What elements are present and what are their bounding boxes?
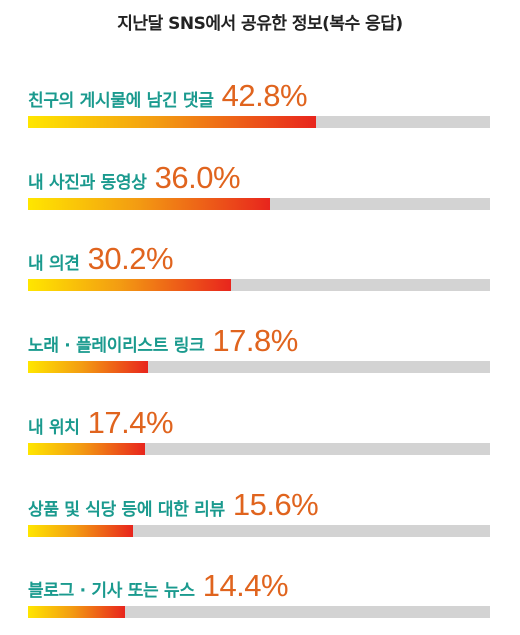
bar-row: 블로그 · 기사 또는 뉴스 14.4% bbox=[28, 558, 490, 619]
bar-row: 내 위치 17.4% bbox=[28, 395, 490, 455]
bar-fill bbox=[28, 606, 125, 619]
bar-label-line: 상품 및 식당 등에 대한 리뷰 15.6% bbox=[28, 486, 319, 523]
bar-fill bbox=[28, 197, 271, 210]
bar-track bbox=[28, 524, 490, 537]
value-label: 42.8% bbox=[221, 78, 308, 113]
bar-fill bbox=[28, 361, 148, 374]
bar-row: 친구의 게시물에 남긴 댓글 42.8% bbox=[28, 68, 490, 128]
category-label: 노래 · 플레이리스트 링크 bbox=[28, 336, 205, 357]
bar-label-line: 블로그 · 기사 또는 뉴스 14.4% bbox=[28, 568, 289, 604]
bar-track bbox=[28, 279, 490, 292]
category-label: 블로그 · 기사 또는 뉴스 bbox=[28, 581, 195, 602]
bar-fill bbox=[28, 442, 146, 455]
bar-fill bbox=[28, 524, 134, 537]
category-label: 상품 및 식당 등에 대한 리뷰 bbox=[28, 499, 225, 520]
value-label: 17.4% bbox=[87, 404, 174, 440]
bar-label-line: 친구의 게시물에 남긴 댓글 42.8% bbox=[28, 78, 308, 114]
value-label: 17.8% bbox=[212, 323, 298, 359]
bar-label-line: 내 사진과 동영상 36.0% bbox=[28, 159, 241, 196]
bar-row: 노래 · 플레이리스트 링크 17.8% bbox=[28, 313, 490, 374]
bar-fill bbox=[28, 116, 317, 128]
category-label: 내 위치 bbox=[28, 417, 80, 438]
value-label: 14.4% bbox=[202, 568, 289, 604]
bar-track bbox=[28, 442, 490, 455]
bar-label-line: 내 위치 17.4% bbox=[28, 404, 174, 441]
bar-track bbox=[28, 361, 490, 374]
bar-row: 내 의견 30.2% bbox=[28, 231, 490, 292]
bar-label-line: 내 의견 30.2% bbox=[28, 241, 174, 277]
bar-row: 내 사진과 동영상 36.0% bbox=[28, 150, 490, 210]
chart-title: 지난달 SNS에서 공유한 정보(복수 응답) bbox=[117, 14, 403, 34]
bar-track bbox=[28, 197, 490, 210]
category-label: 내 사진과 동영상 bbox=[28, 172, 147, 193]
bar-row: 상품 및 식당 등에 대한 리뷰 15.6% bbox=[28, 477, 490, 537]
value-label: 36.0% bbox=[154, 159, 241, 195]
value-label: 15.6% bbox=[232, 486, 319, 522]
bar-track bbox=[28, 116, 490, 128]
bar-fill bbox=[28, 279, 232, 292]
value-label: 30.2% bbox=[87, 241, 174, 277]
category-label: 내 의견 bbox=[28, 254, 80, 275]
bar-track bbox=[28, 606, 490, 619]
bar-label-line: 노래 · 플레이리스트 링크 17.8% bbox=[28, 323, 298, 359]
category-label: 친구의 게시물에 남긴 댓글 bbox=[28, 91, 214, 111]
